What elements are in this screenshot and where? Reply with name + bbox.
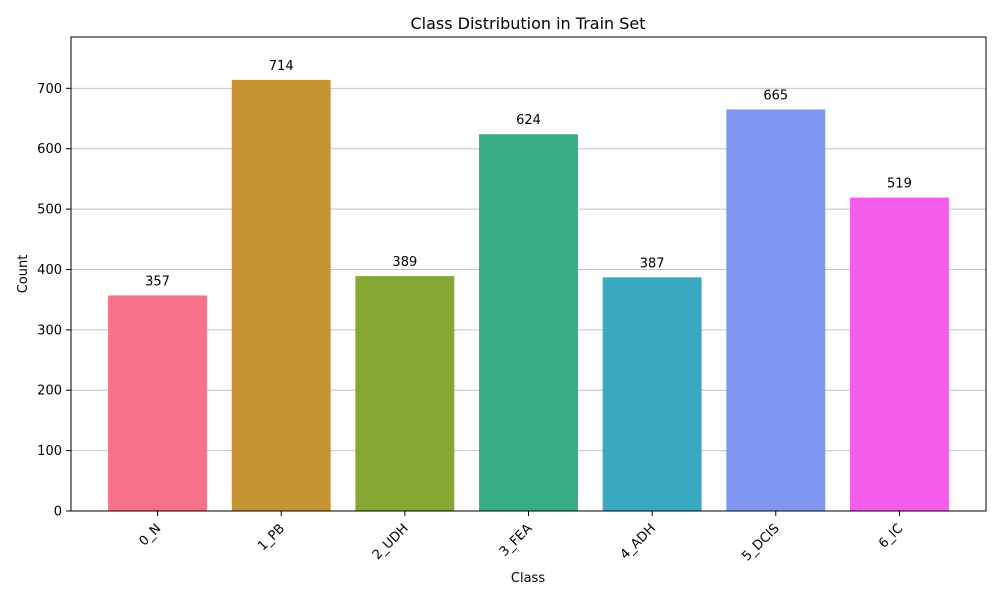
y-tick-label: 100 xyxy=(37,444,62,459)
bar-3_FEA xyxy=(479,134,578,512)
bars xyxy=(108,79,949,512)
y-tick-label: 400 xyxy=(37,263,62,278)
bar-value-label: 357 xyxy=(145,274,170,289)
bar-value-label: 624 xyxy=(516,113,541,128)
bar-1_PB xyxy=(231,79,331,511)
bar-value-label: 389 xyxy=(392,255,417,270)
bar-value-labels: 357 714 389 624 387 665 519 xyxy=(145,59,912,290)
y-tick-label: 600 xyxy=(37,142,62,157)
bar-0_N xyxy=(108,295,208,511)
bar-value-label: 714 xyxy=(269,59,294,74)
chart-title: Class Distribution in Train Set xyxy=(410,14,645,33)
y-tick-label: 300 xyxy=(37,323,62,338)
bar-2_UDH xyxy=(355,276,455,511)
bar-4_ADH xyxy=(602,277,702,511)
y-tick-label: 700 xyxy=(37,82,62,97)
y-tick-label: 0 xyxy=(54,505,62,520)
bar-value-label: 519 xyxy=(887,177,912,192)
y-tick-label: 200 xyxy=(37,384,62,399)
bar-value-label: 665 xyxy=(763,88,788,103)
y-tick-label: 500 xyxy=(37,203,62,218)
bar-5_DCIS xyxy=(726,109,826,512)
bar-6_IC xyxy=(849,197,949,511)
bar-value-label: 387 xyxy=(640,256,665,271)
y-axis-label: Count xyxy=(16,255,31,294)
x-axis-label: Class xyxy=(511,571,545,586)
y-axis: 0 100 200 300 400 500 600 700 xyxy=(37,82,71,520)
